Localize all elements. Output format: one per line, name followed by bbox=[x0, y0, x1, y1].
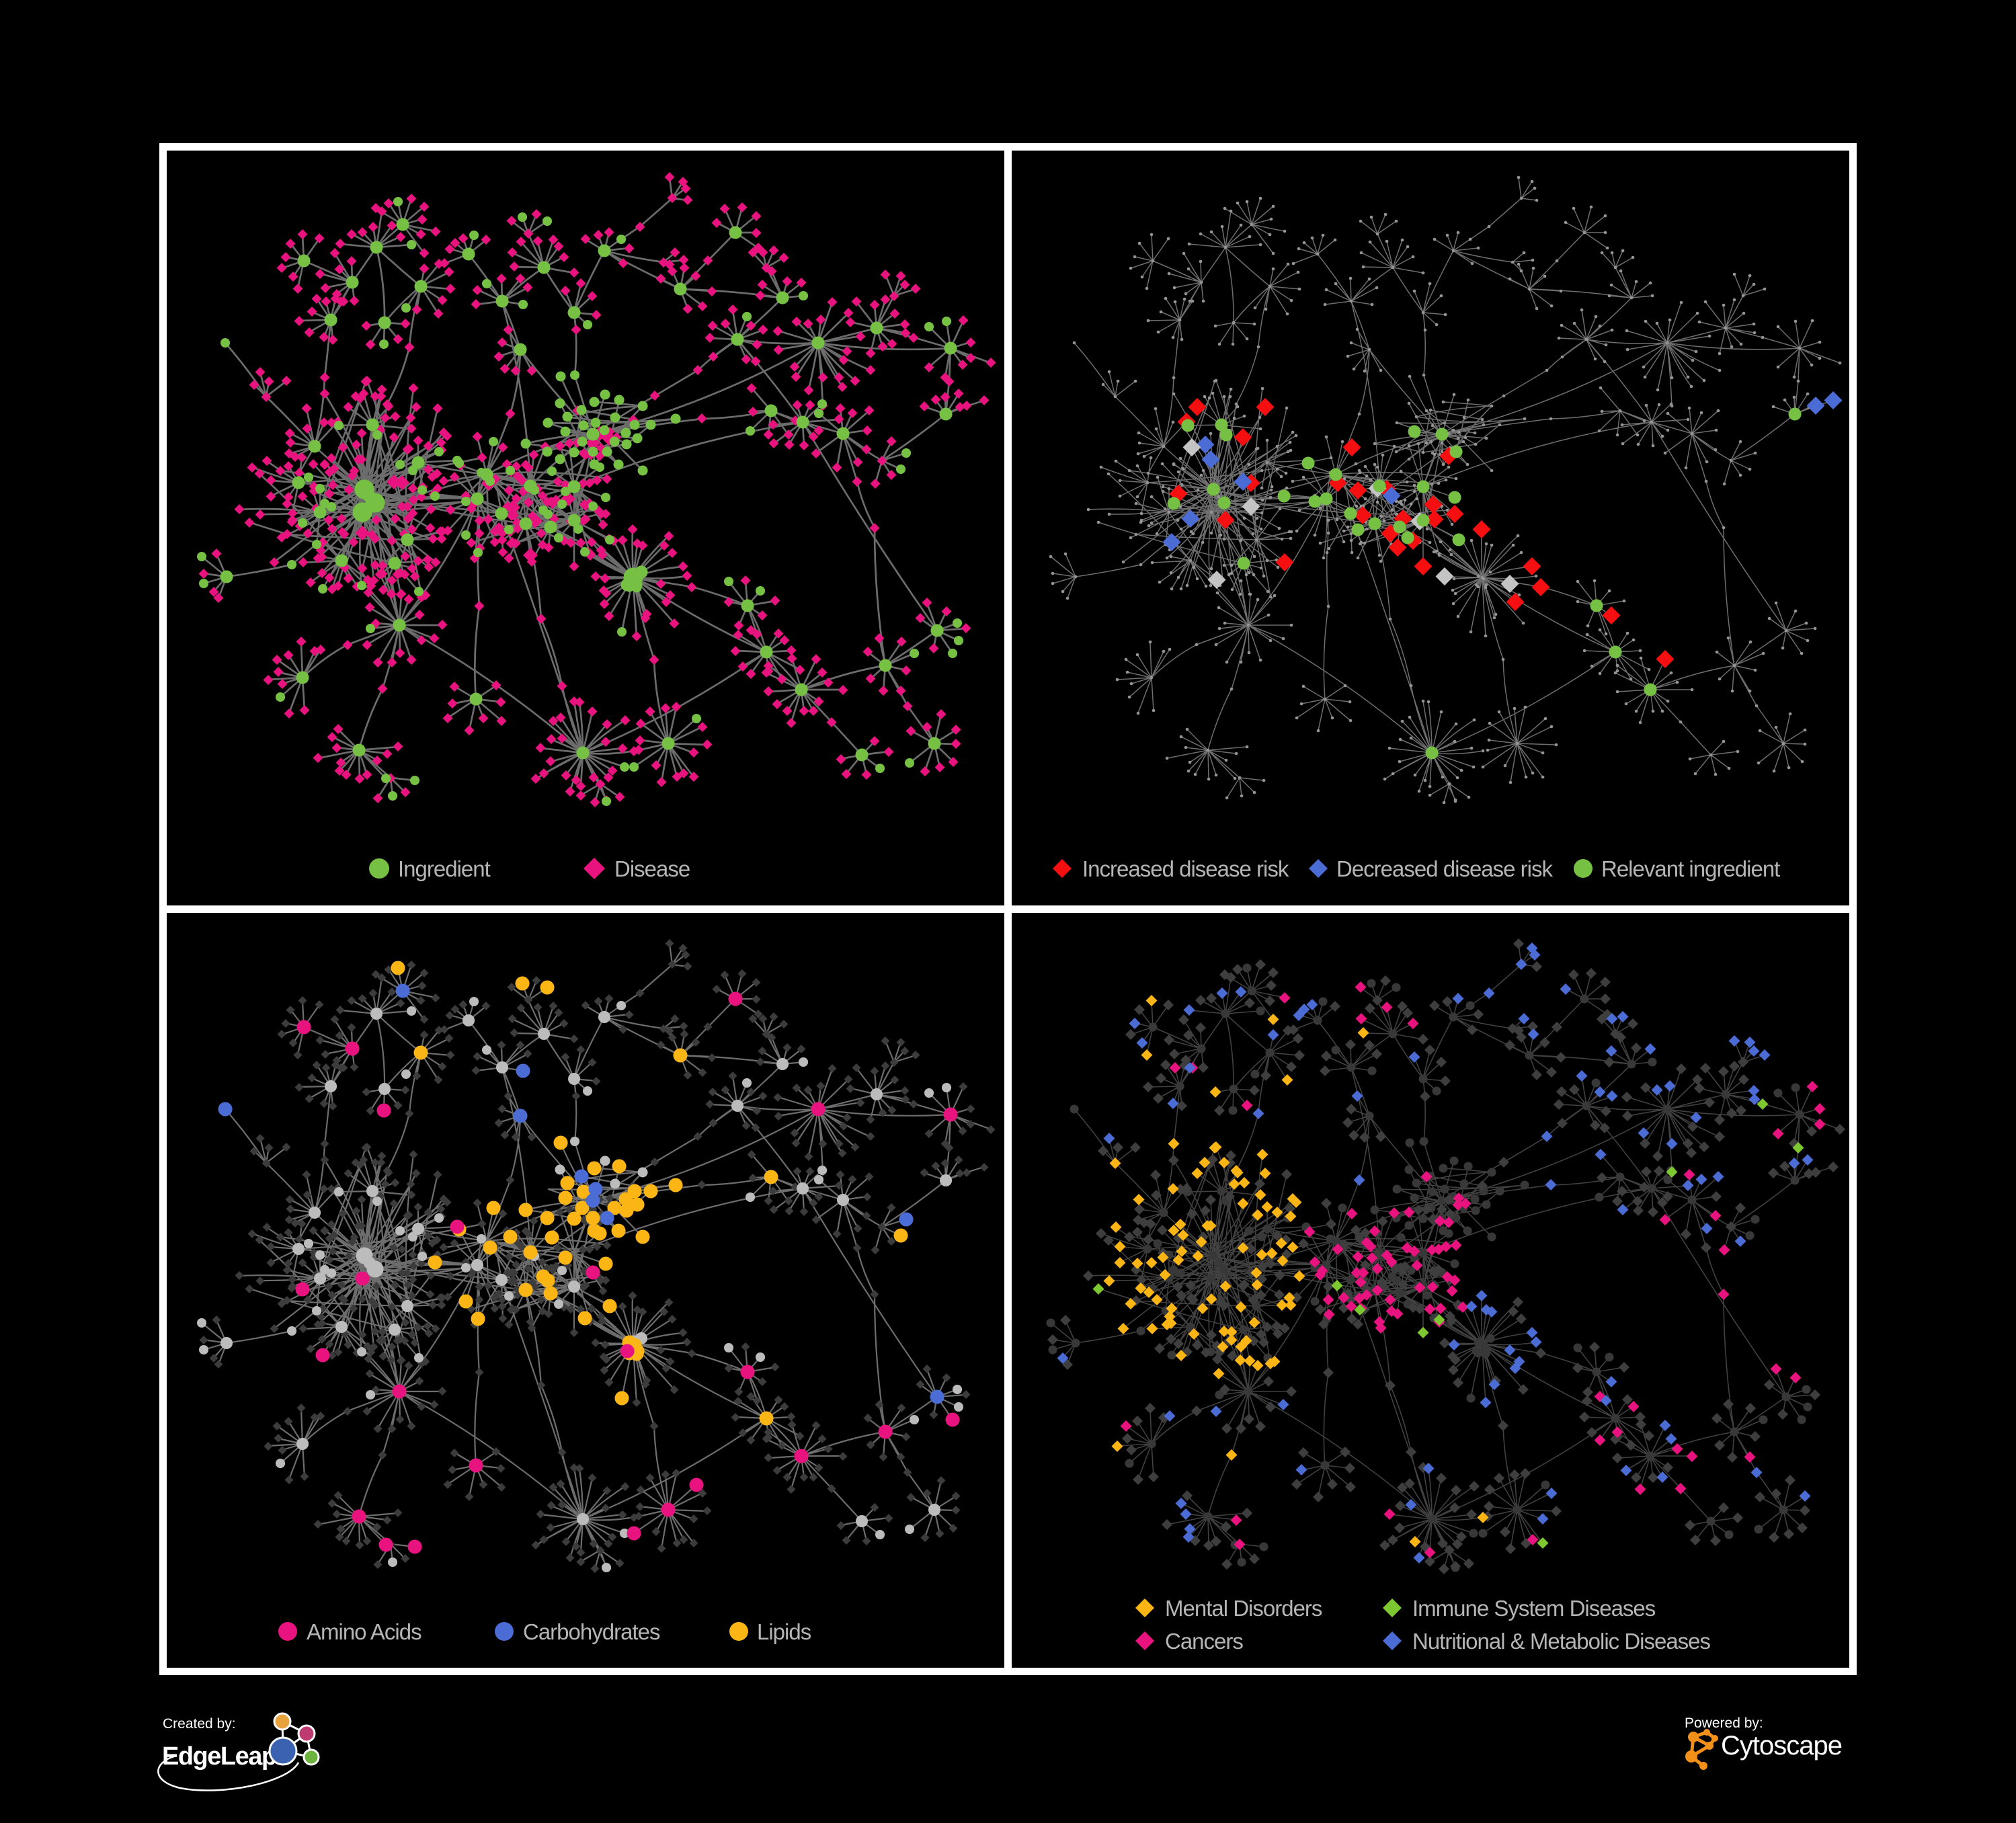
svg-text:Lipids: Lipids bbox=[757, 1619, 811, 1644]
svg-text:Cancers: Cancers bbox=[1165, 1629, 1243, 1654]
svg-text:Cytoscape: Cytoscape bbox=[1721, 1731, 1842, 1760]
svg-text:Mental Disorders: Mental Disorders bbox=[1165, 1596, 1322, 1621]
svg-text:Disease: Disease bbox=[614, 856, 690, 881]
svg-text:Ingredient: Ingredient bbox=[398, 856, 491, 881]
svg-text:Created by:: Created by: bbox=[163, 1716, 236, 1732]
svg-text:Amino Acids: Amino Acids bbox=[307, 1619, 421, 1644]
svg-text:Nutritional & Metabolic Diseas: Nutritional & Metabolic Diseases bbox=[1412, 1629, 1711, 1654]
svg-text:EdgeLeap: EdgeLeap bbox=[162, 1742, 276, 1771]
svg-text:Decreased disease risk: Decreased disease risk bbox=[1336, 856, 1553, 881]
svg-text:Immune System Diseases: Immune System Diseases bbox=[1412, 1596, 1656, 1621]
svg-text:Powered by:: Powered by: bbox=[1685, 1715, 1763, 1731]
svg-text:Increased disease risk: Increased disease risk bbox=[1082, 856, 1289, 881]
svg-text:Carbohydrates: Carbohydrates bbox=[523, 1619, 660, 1644]
svg-text:Relevant ingredient: Relevant ingredient bbox=[1601, 856, 1780, 881]
